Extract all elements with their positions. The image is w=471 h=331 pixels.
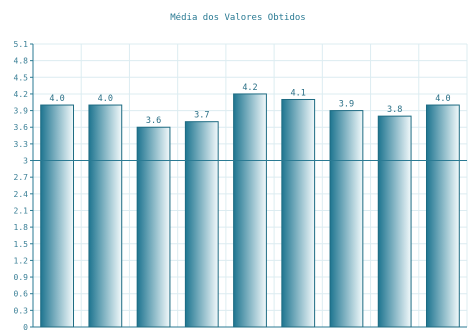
data-label-7: 3.9	[339, 100, 354, 110]
y-tick-label: 0.3	[14, 306, 29, 315]
bar-6	[281, 98, 316, 328]
data-label-6: 4.1	[291, 88, 306, 98]
y-tick-label: 3.3	[14, 140, 29, 149]
y-tick-label: 0.9	[14, 273, 29, 282]
bars	[40, 93, 460, 328]
y-tick-label: 1.2	[14, 256, 29, 265]
bar-5	[233, 93, 267, 328]
chart-title: Média dos Valores Obtidos	[170, 12, 305, 23]
y-tick-label: 5.1	[14, 40, 29, 49]
bar-3	[136, 126, 171, 328]
data-label-9: 4.0	[435, 94, 450, 104]
y-tick-label: 0.6	[14, 290, 29, 299]
y-tick-label: 1.8	[14, 223, 29, 232]
y-tick-label: 2.4	[14, 190, 29, 199]
data-label-8: 3.8	[387, 105, 402, 115]
data-label-2: 4.0	[98, 94, 113, 104]
y-tick-label: 1.5	[14, 240, 29, 249]
y-tick-label: 2.1	[14, 206, 29, 215]
data-label-3: 3.6	[146, 116, 161, 126]
bar-2	[88, 104, 123, 328]
bar-4	[184, 121, 219, 328]
bar-7	[329, 110, 364, 328]
y-tick-label: 3.9	[14, 107, 29, 116]
y-tick-label: 4.5	[14, 73, 29, 82]
y-tick-label: 2.7	[14, 173, 29, 182]
data-label-5: 4.2	[242, 83, 257, 93]
y-tick-label: 3.6	[14, 123, 29, 132]
y-tick-label: 4.2	[14, 90, 29, 99]
bar-9	[425, 104, 460, 328]
data-label-1: 4.0	[49, 94, 64, 104]
data-labels: 4.0 4.0 3.6 3.7 4.2 4.1 3.9 3.8 4.0	[49, 83, 450, 126]
y-tick-label: 4.8	[14, 57, 29, 66]
y-tick-label: 0	[23, 323, 28, 331]
y-tick-label: 3	[23, 157, 28, 166]
bar-8	[377, 115, 412, 328]
data-label-4: 3.7	[194, 111, 209, 121]
bar-1	[40, 104, 75, 328]
